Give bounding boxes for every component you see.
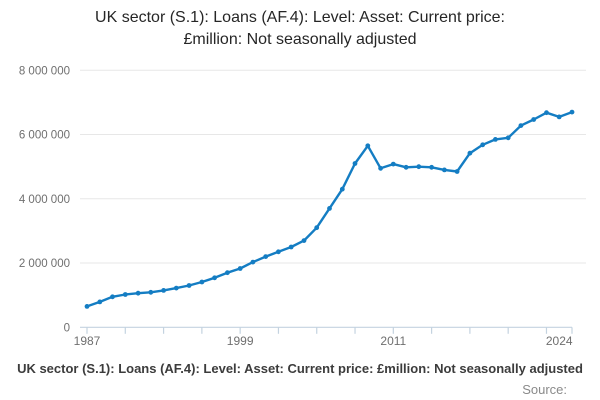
data-point-marker bbox=[378, 165, 383, 171]
data-point-marker bbox=[314, 225, 320, 231]
chart-title: UK sector (S.1): Loans (AF.4): Level: As… bbox=[0, 7, 600, 51]
x-axis-tick-label: 1999 bbox=[227, 334, 254, 348]
data-point-marker bbox=[569, 109, 575, 115]
data-point-marker bbox=[135, 290, 141, 296]
data-point-marker bbox=[212, 275, 218, 281]
data-point-marker bbox=[186, 283, 192, 288]
data-point-marker bbox=[365, 143, 371, 149]
series-legend-label: UK sector (S.1): Loans (AF.4): Level: As… bbox=[17, 361, 583, 376]
data-point-marker bbox=[122, 292, 128, 297]
x-axis-tick-label: 2024 bbox=[546, 334, 573, 348]
data-point-marker bbox=[250, 259, 256, 265]
data-point-marker bbox=[161, 288, 167, 293]
source-caption: Source: bbox=[522, 382, 567, 397]
data-point-marker bbox=[429, 164, 434, 170]
legend-row: UK sector (S.1): Loans (AF.4): Level: As… bbox=[0, 361, 600, 379]
data-point-marker bbox=[263, 254, 269, 259]
line-chart: 0 2 000 000 4 000 000 6 000 000 8 000 000 198… bbox=[19, 65, 586, 348]
data-point-marker bbox=[544, 110, 549, 116]
data-point-marker bbox=[237, 266, 243, 271]
data-point-marker bbox=[148, 289, 154, 295]
data-point-marker bbox=[339, 186, 345, 192]
data-point-marker bbox=[84, 304, 90, 309]
data-point-marker bbox=[467, 150, 473, 156]
y-axis-tick-label: 0 bbox=[64, 322, 70, 334]
data-point-marker bbox=[442, 167, 447, 173]
data-point-marker bbox=[416, 164, 422, 170]
data-point-marker bbox=[518, 123, 524, 128]
data-point-marker bbox=[97, 299, 103, 305]
data-point-marker bbox=[352, 161, 358, 166]
data-point-marker bbox=[288, 244, 294, 250]
data-point-marker bbox=[276, 249, 281, 255]
data-point-marker bbox=[199, 279, 205, 285]
data-point-marker bbox=[505, 135, 511, 141]
x-axis-tick-label: 2011 bbox=[380, 334, 406, 348]
data-point-marker bbox=[531, 117, 537, 122]
data-point-marker bbox=[454, 169, 460, 174]
data-point-marker bbox=[110, 294, 115, 300]
data-point-marker bbox=[173, 285, 179, 291]
y-axis-tick-label: 8 000 000 bbox=[19, 65, 70, 77]
y-axis-tick-label: 2 000 000 bbox=[19, 258, 70, 270]
data-point-marker bbox=[480, 142, 486, 148]
data-point-marker bbox=[556, 114, 562, 120]
y-axis-tick-label: 4 000 000 bbox=[19, 194, 70, 206]
data-point-marker bbox=[390, 161, 396, 167]
chart-title-line2: £million: Not seasonally adjusted bbox=[183, 31, 417, 48]
data-point-marker bbox=[301, 238, 307, 244]
x-axis-tick-label: 1987 bbox=[74, 334, 101, 348]
data-point-marker bbox=[493, 137, 498, 142]
chart-title-line1: UK sector (S.1): Loans (AF.4): Level: As… bbox=[95, 9, 505, 26]
data-point-marker bbox=[225, 270, 230, 276]
y-axis-tick-label: 6 000 000 bbox=[19, 130, 70, 142]
chart-container: UK sector (S.1): Loans (AF.4): Level: As… bbox=[0, 7, 600, 348]
data-point-marker bbox=[327, 206, 332, 211]
data-point-marker bbox=[403, 164, 409, 170]
